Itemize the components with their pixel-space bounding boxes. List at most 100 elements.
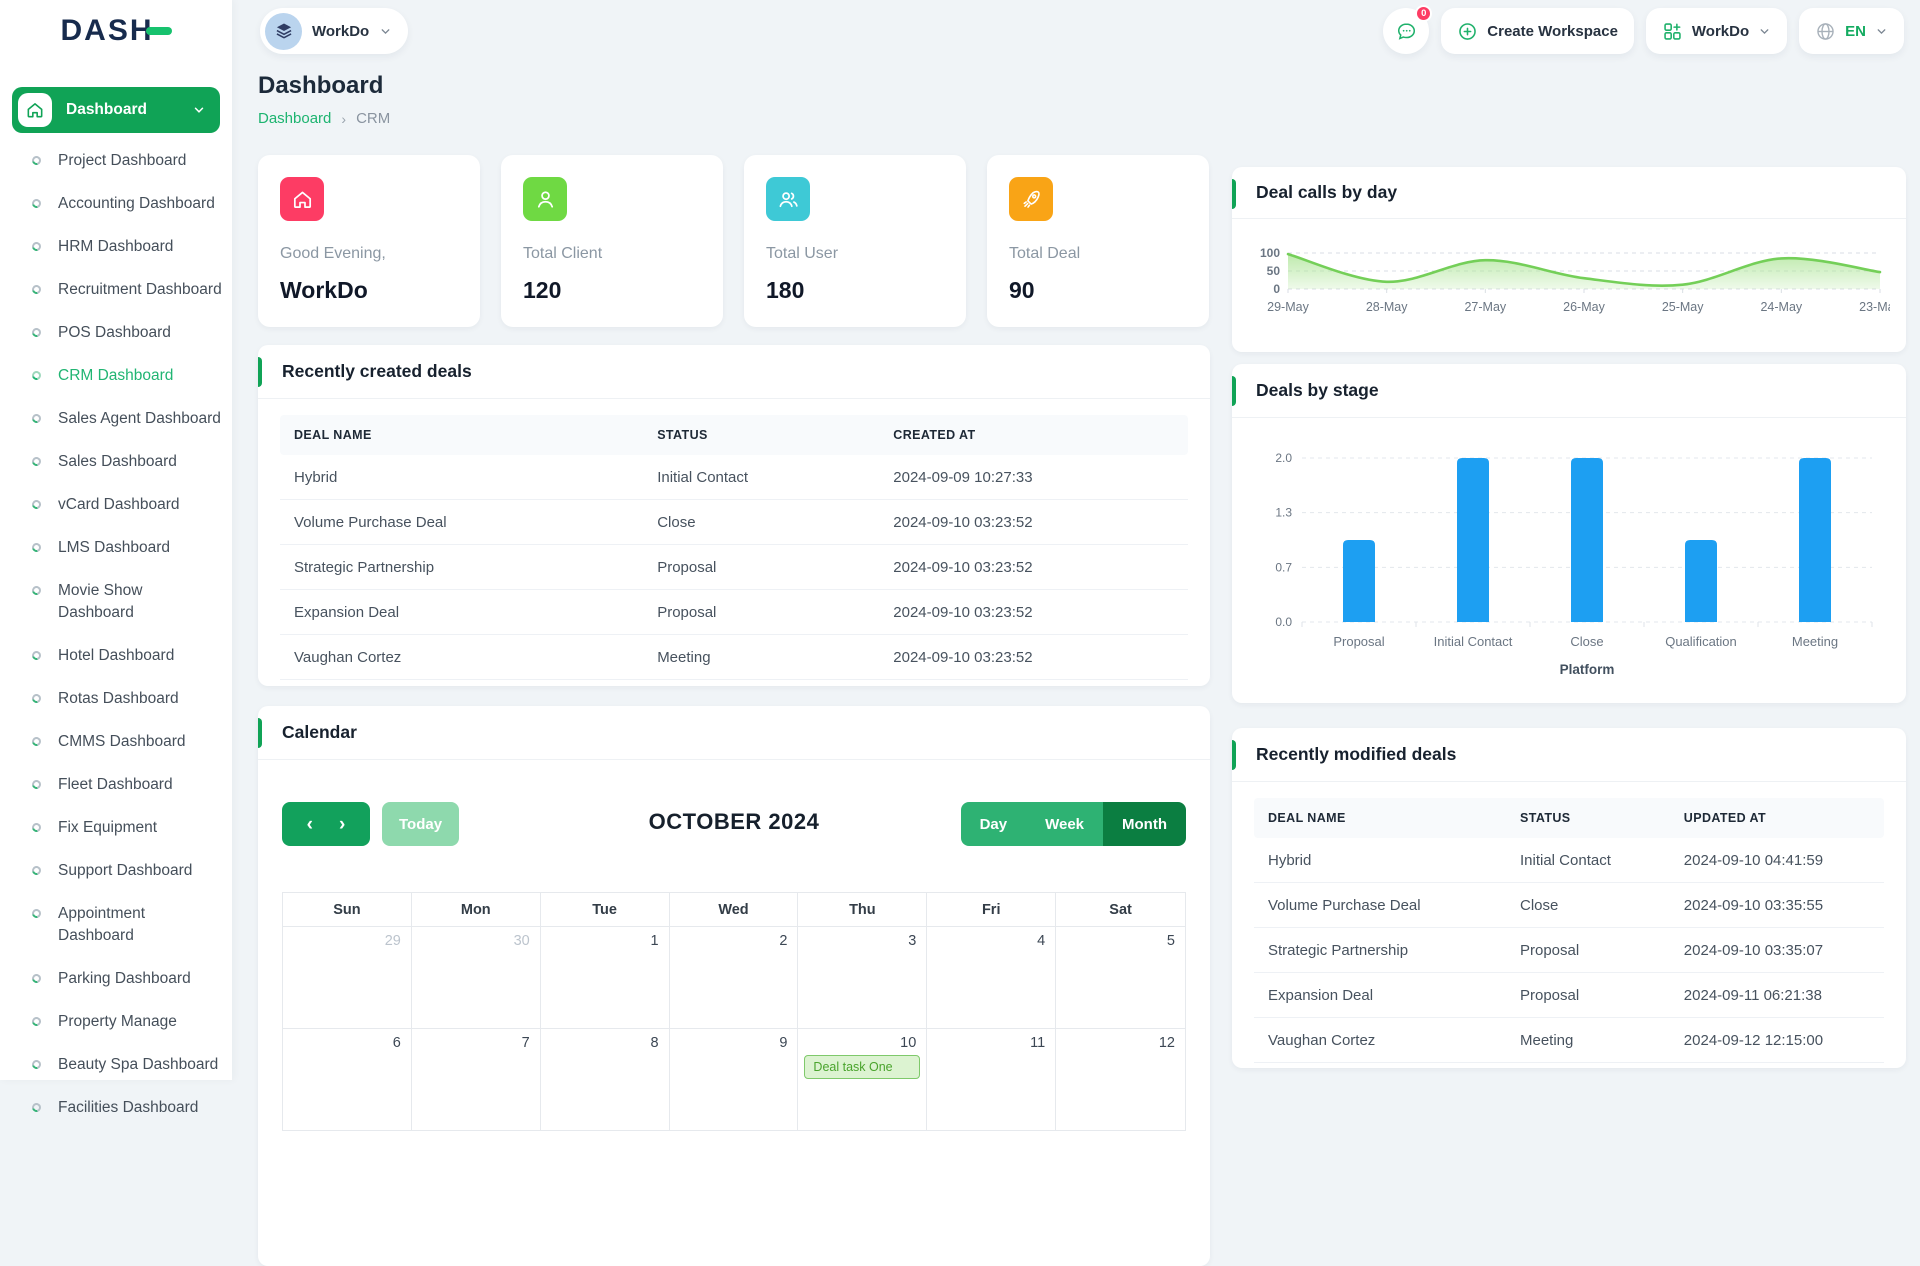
language-label: EN [1845, 22, 1866, 40]
calendar-day-cell-10[interactable]: 10 Deal task One [798, 1028, 928, 1130]
panel-title: Recently created deals [282, 361, 472, 381]
table-cell: Strategic Partnership [1268, 941, 1409, 959]
calendar-panel: Calendar ‹ › Today OCTOBER 2024 Day Week M… [258, 706, 1210, 1266]
sidebar-item-label: Support Dashboard [58, 862, 193, 879]
sidebar-item-movie-show-dashboard[interactable]: Movie Show Dashboard [0, 580, 232, 624]
bullet-icon [30, 972, 43, 985]
sidebar-item-property-manage[interactable]: Property Manage [0, 1011, 232, 1033]
sidebar-item-rotas-dashboard[interactable]: Rotas Dashboard [0, 688, 232, 710]
logo-dash-icon [145, 27, 172, 35]
calendar-day-cell-2[interactable]: 2 [669, 926, 799, 1028]
column-header: Status [657, 428, 708, 442]
calendar-day-cell-4[interactable]: 4 [927, 926, 1057, 1028]
calendar-view-month[interactable]: Month [1103, 802, 1186, 846]
calendar-day-cell-30[interactable]: 30 [411, 926, 541, 1028]
sidebar-item-label: HRM Dashboard [58, 238, 174, 255]
svg-text:29-May: 29-May [1267, 300, 1309, 314]
recently-created-deals-table: Deal Name Status Created At Hybrid Initial C… [280, 415, 1188, 680]
sidebar-item-facilities-dashboard[interactable]: Facilities Dashboard [0, 1097, 232, 1119]
table-row: Expansion Deal Proposal 2024-09-11 06:21:3… [1254, 973, 1884, 1018]
calendar-event[interactable]: Deal task One [804, 1055, 921, 1079]
table-cell: Proposal [657, 603, 717, 621]
sidebar-item-vcard-dashboard[interactable]: vCard Dashboard [0, 494, 232, 516]
prev-month-button[interactable]: ‹ [306, 813, 313, 835]
breadcrumb-link-dashboard[interactable]: Dashboard [258, 110, 332, 127]
table-cell: Hybrid [1268, 851, 1312, 869]
app-logo[interactable]: DASH [0, 0, 232, 62]
calendar-day-header: Mon [412, 893, 541, 926]
today-button[interactable]: Today [382, 802, 460, 846]
table-cell: Volume Purchase Deal [1268, 896, 1421, 914]
chevron-down-icon [194, 107, 204, 113]
calendar-day-cell-9[interactable]: 9 [669, 1028, 799, 1130]
table-row: Vaughan Cortez Meeting 2024-09-10 03:23:52 [280, 635, 1188, 680]
sidebar-item-pos-dashboard[interactable]: POS Dashboard [0, 322, 232, 344]
table-header-row: Deal Name Status Updated At [1254, 798, 1884, 838]
sidebar-item-label: Facilities Dashboard [58, 1099, 199, 1116]
bullet-icon [30, 735, 43, 748]
column-header: Updated At [1683, 811, 1767, 825]
home-icon [280, 177, 324, 221]
svg-text:Platform: Platform [1560, 662, 1615, 677]
sidebar-item-support-dashboard[interactable]: Support Dashboard [0, 860, 232, 882]
sidebar-item-appointment-dashboard[interactable]: Appointment Dashboard [0, 903, 232, 947]
next-month-button[interactable]: › [339, 813, 346, 835]
calendar-day-cell-5[interactable]: 5 [1056, 926, 1185, 1028]
calendar-day-cell-8[interactable]: 8 [540, 1028, 670, 1130]
calendar-view-week[interactable]: Week [1026, 802, 1104, 846]
calendar-day-number: 9 [779, 1035, 788, 1051]
messages-button[interactable]: 0 [1383, 5, 1433, 54]
sidebar-item-hotel-dashboard[interactable]: Hotel Dashboard [0, 645, 232, 667]
sidebar-item-beauty-spa-dashboard[interactable]: Beauty Spa Dashboard [0, 1054, 232, 1076]
sidebar-item-label: Sales Agent Dashboard [58, 410, 221, 427]
stat-label: Good Evening, [280, 245, 386, 262]
calendar-day-cell-6[interactable]: 6 [283, 1028, 412, 1130]
calendar-day-header: Fri [927, 893, 1057, 926]
sidebar-item-fleet-dashboard[interactable]: Fleet Dashboard [0, 774, 232, 796]
language-selector[interactable]: EN [1799, 8, 1904, 54]
calendar-day-cell-3[interactable]: 3 [798, 926, 928, 1028]
calendar-view-day[interactable]: Day [960, 802, 1027, 846]
calendar-day-cell-7[interactable]: 7 [411, 1028, 541, 1130]
calendar-grid: Sun Mon Tue Wed Thu Fri Sat 29 30 1 2 3 4 5 6 7 8 9 10 Dea… [282, 892, 1186, 1131]
stat-value: 120 [523, 277, 562, 303]
page-title: Dashboard [258, 72, 384, 99]
bullet-icon [30, 649, 43, 662]
calendar-day-number: 8 [650, 1035, 659, 1051]
sidebar-item-project-dashboard[interactable]: Project Dashboard [0, 150, 232, 172]
sidebar-item-label: CRM Dashboard [58, 367, 174, 384]
sidebar-item-hrm-dashboard[interactable]: HRM Dashboard [0, 236, 232, 258]
workspace-selector[interactable]: WorkDo [260, 8, 409, 54]
sidebar-item-accounting-dashboard[interactable]: Accounting Dashboard [0, 193, 232, 215]
sidebar-item-sales-dashboard[interactable]: Sales Dashboard [0, 451, 232, 473]
bullet-icon [30, 369, 43, 382]
sidebar-item-lms-dashboard[interactable]: LMS Dashboard [0, 537, 232, 559]
calendar-day-cell-1[interactable]: 1 [540, 926, 670, 1028]
svg-text:27-May: 27-May [1464, 300, 1506, 314]
calendar-day-cell-12[interactable]: 12 [1056, 1028, 1185, 1130]
sidebar-item-cmms-dashboard[interactable]: CMMS Dashboard [0, 731, 232, 753]
create-workspace-label: Create Workspace [1487, 22, 1618, 40]
home-icon [18, 93, 52, 127]
workspace-menu-button[interactable]: WorkDo [1645, 8, 1788, 54]
sidebar-item-fix-equipment[interactable]: Fix Equipment [0, 817, 232, 839]
calendar-day-cell-11[interactable]: 11 [927, 1028, 1057, 1130]
calendar-day-cell-29[interactable]: 29 [283, 926, 412, 1028]
table-cell: Close [657, 513, 696, 531]
sidebar-section-dashboard[interactable]: Dashboard [12, 87, 220, 133]
sidebar-item-crm-dashboard[interactable]: CRM Dashboard [0, 365, 232, 387]
table-cell: 2024-09-10 03:23:52 [893, 603, 1033, 621]
sidebar-item-parking-dashboard[interactable]: Parking Dashboard [0, 968, 232, 990]
table-cell: 2024-09-11 06:21:38 [1683, 986, 1822, 1004]
svg-text:1.3: 1.3 [1275, 506, 1292, 520]
sidebar-item-label: Beauty Spa Dashboard [58, 1056, 219, 1073]
sidebar-item-sales-agent-dashboard[interactable]: Sales Agent Dashboard [0, 408, 232, 430]
calendar-day-header: Thu [798, 893, 928, 926]
svg-text:Initial Contact: Initial Contact [1434, 634, 1513, 649]
sidebar-item-label: CMMS Dashboard [58, 733, 186, 750]
calendar-day-number: 12 [1158, 1035, 1175, 1051]
create-workspace-button[interactable]: Create Workspace [1441, 8, 1634, 54]
top-header: WorkDo 0 Create Workspace WorkDo EN [232, 0, 1920, 62]
sidebar-item-recruitment-dashboard[interactable]: Recruitment Dashboard [0, 279, 232, 301]
workspace-logo-icon [265, 12, 302, 50]
